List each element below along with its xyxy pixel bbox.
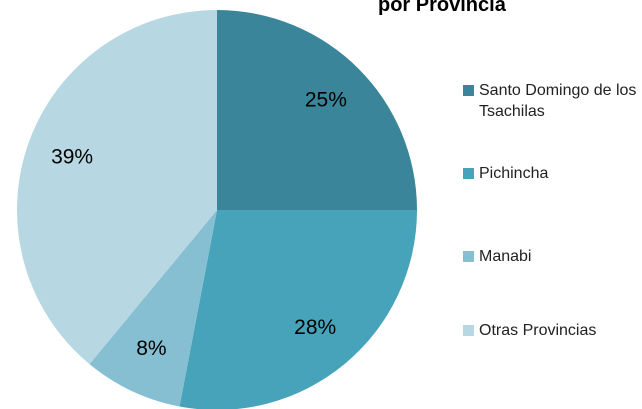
data-label: 8% [136, 337, 166, 360]
legend-swatch [463, 168, 474, 179]
pie-slice [17, 10, 217, 365]
legend-swatch [463, 251, 474, 262]
data-label: 39% [51, 145, 93, 168]
chart-title: por Provincia [378, 0, 506, 16]
legend-item: Santo Domingo de los Tsachilas [463, 80, 639, 122]
legend-item: Manabi [463, 246, 639, 267]
legend-item: Pichincha [463, 163, 639, 184]
legend-label: Pichincha [479, 165, 549, 182]
data-label: 28% [294, 316, 336, 339]
legend-item: Otras Provincias [463, 320, 639, 341]
legend-label: Manabi [479, 248, 532, 265]
pie-slice [179, 210, 417, 409]
legend-label: Santo Domingo de los Tsachilas [479, 82, 637, 120]
pie-slice [217, 10, 417, 210]
data-label: 25% [305, 89, 347, 112]
legend-swatch [463, 325, 474, 336]
legend-swatch [463, 85, 474, 96]
legend-label: Otras Provincias [479, 322, 597, 339]
pie-slice [89, 210, 217, 407]
